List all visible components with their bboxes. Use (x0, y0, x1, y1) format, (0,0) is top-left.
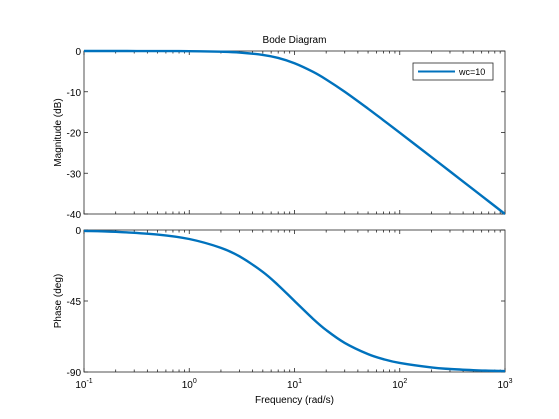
magnitude-y-tick-label: -20 (67, 129, 82, 140)
phase-y-tick-label: 0 (75, 226, 81, 237)
phase-y-tick-label: -90 (67, 368, 82, 379)
phase-series-line (84, 229, 505, 373)
phase-y-axis-label: Phase (deg) (53, 274, 64, 328)
magnitude-series-line (84, 49, 505, 215)
phase-plot: 0 -45 -90 Phase (deg) 10-1 100 101 102 103 Freque… (53, 226, 513, 406)
magnitude-plot: 0 -10 -20 -30 -40 Magnitude (dB) Bode Diagram w… (53, 35, 506, 221)
magnitude-y-tick-label: 0 (75, 47, 81, 58)
magnitude-y-tick-label: -30 (67, 169, 82, 180)
phase-x-axis-label: Frequency (rad/s) (255, 395, 334, 406)
phase-x-tick-label: 102 (392, 378, 407, 391)
phase-x-tick-label: 101 (287, 378, 302, 391)
legend: wc=10 (412, 62, 494, 81)
phase-y-tick-label: -45 (67, 297, 82, 308)
magnitude-y-axis-label: Magnitude (dB) (53, 98, 64, 166)
phase-x-tick-label: 103 (497, 378, 512, 391)
phase-x-tick-label: 100 (182, 378, 197, 391)
magnitude-y-tick-label: -10 (67, 88, 82, 99)
chart-title: Bode Diagram (263, 35, 327, 46)
legend-label: wc=10 (458, 67, 485, 77)
magnitude-y-tick-label: -40 (67, 210, 82, 221)
phase-x-tick-label: 10-1 (75, 378, 92, 391)
